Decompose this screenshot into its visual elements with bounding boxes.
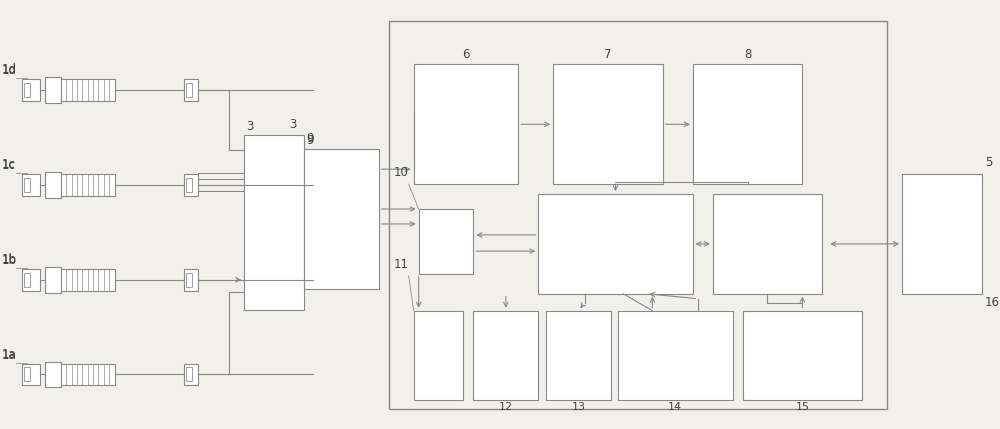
Bar — [22, 269, 40, 291]
Text: 6: 6 — [462, 48, 470, 60]
Text: 1a: 1a — [2, 348, 17, 362]
Bar — [553, 64, 663, 184]
Text: 15: 15 — [795, 402, 809, 412]
Bar — [304, 149, 379, 289]
Bar — [45, 172, 61, 198]
Bar — [419, 209, 473, 274]
Bar — [184, 79, 198, 101]
Bar — [22, 363, 40, 385]
Bar — [61, 363, 115, 385]
Text: 9: 9 — [306, 132, 313, 145]
Text: 3: 3 — [246, 120, 254, 133]
Bar — [24, 83, 30, 97]
Text: 1c: 1c — [2, 158, 16, 171]
Bar — [184, 363, 198, 385]
Bar — [61, 174, 115, 196]
Bar — [693, 64, 802, 184]
Bar — [618, 311, 733, 400]
Bar — [546, 311, 611, 400]
Bar — [186, 178, 192, 192]
Bar — [244, 135, 304, 310]
Bar — [414, 311, 463, 400]
Text: 9: 9 — [306, 134, 313, 147]
Text: 1d: 1d — [2, 63, 17, 76]
Bar — [61, 269, 115, 291]
Bar — [24, 178, 30, 192]
Bar — [45, 362, 61, 387]
Bar — [186, 368, 192, 381]
Bar — [743, 311, 862, 400]
Bar — [22, 174, 40, 196]
Bar — [184, 174, 198, 196]
Text: 1c: 1c — [2, 159, 16, 172]
Bar — [902, 174, 982, 294]
Bar — [713, 194, 822, 294]
Text: 1d: 1d — [2, 64, 17, 78]
Bar — [45, 78, 61, 103]
Bar — [186, 83, 192, 97]
Bar — [186, 273, 192, 287]
Text: 1a: 1a — [2, 347, 17, 360]
Text: 13: 13 — [572, 402, 586, 412]
Text: 1b: 1b — [2, 254, 17, 267]
Bar — [22, 79, 40, 101]
Bar — [473, 311, 538, 400]
Bar — [184, 269, 198, 291]
Text: 11: 11 — [394, 258, 409, 271]
Bar — [24, 368, 30, 381]
Text: 7: 7 — [604, 48, 612, 60]
Text: 8: 8 — [744, 48, 751, 60]
Bar — [538, 194, 693, 294]
Bar — [414, 64, 518, 184]
Text: 10: 10 — [394, 166, 409, 179]
Bar — [45, 267, 61, 293]
Text: 1b: 1b — [2, 253, 17, 266]
Bar — [389, 21, 887, 409]
Bar — [24, 273, 30, 287]
Text: 12: 12 — [499, 402, 513, 412]
Text: 16: 16 — [985, 296, 1000, 309]
Bar — [61, 79, 115, 101]
Text: 14: 14 — [668, 402, 682, 412]
Text: 5: 5 — [985, 156, 992, 169]
Text: 3: 3 — [289, 118, 296, 131]
